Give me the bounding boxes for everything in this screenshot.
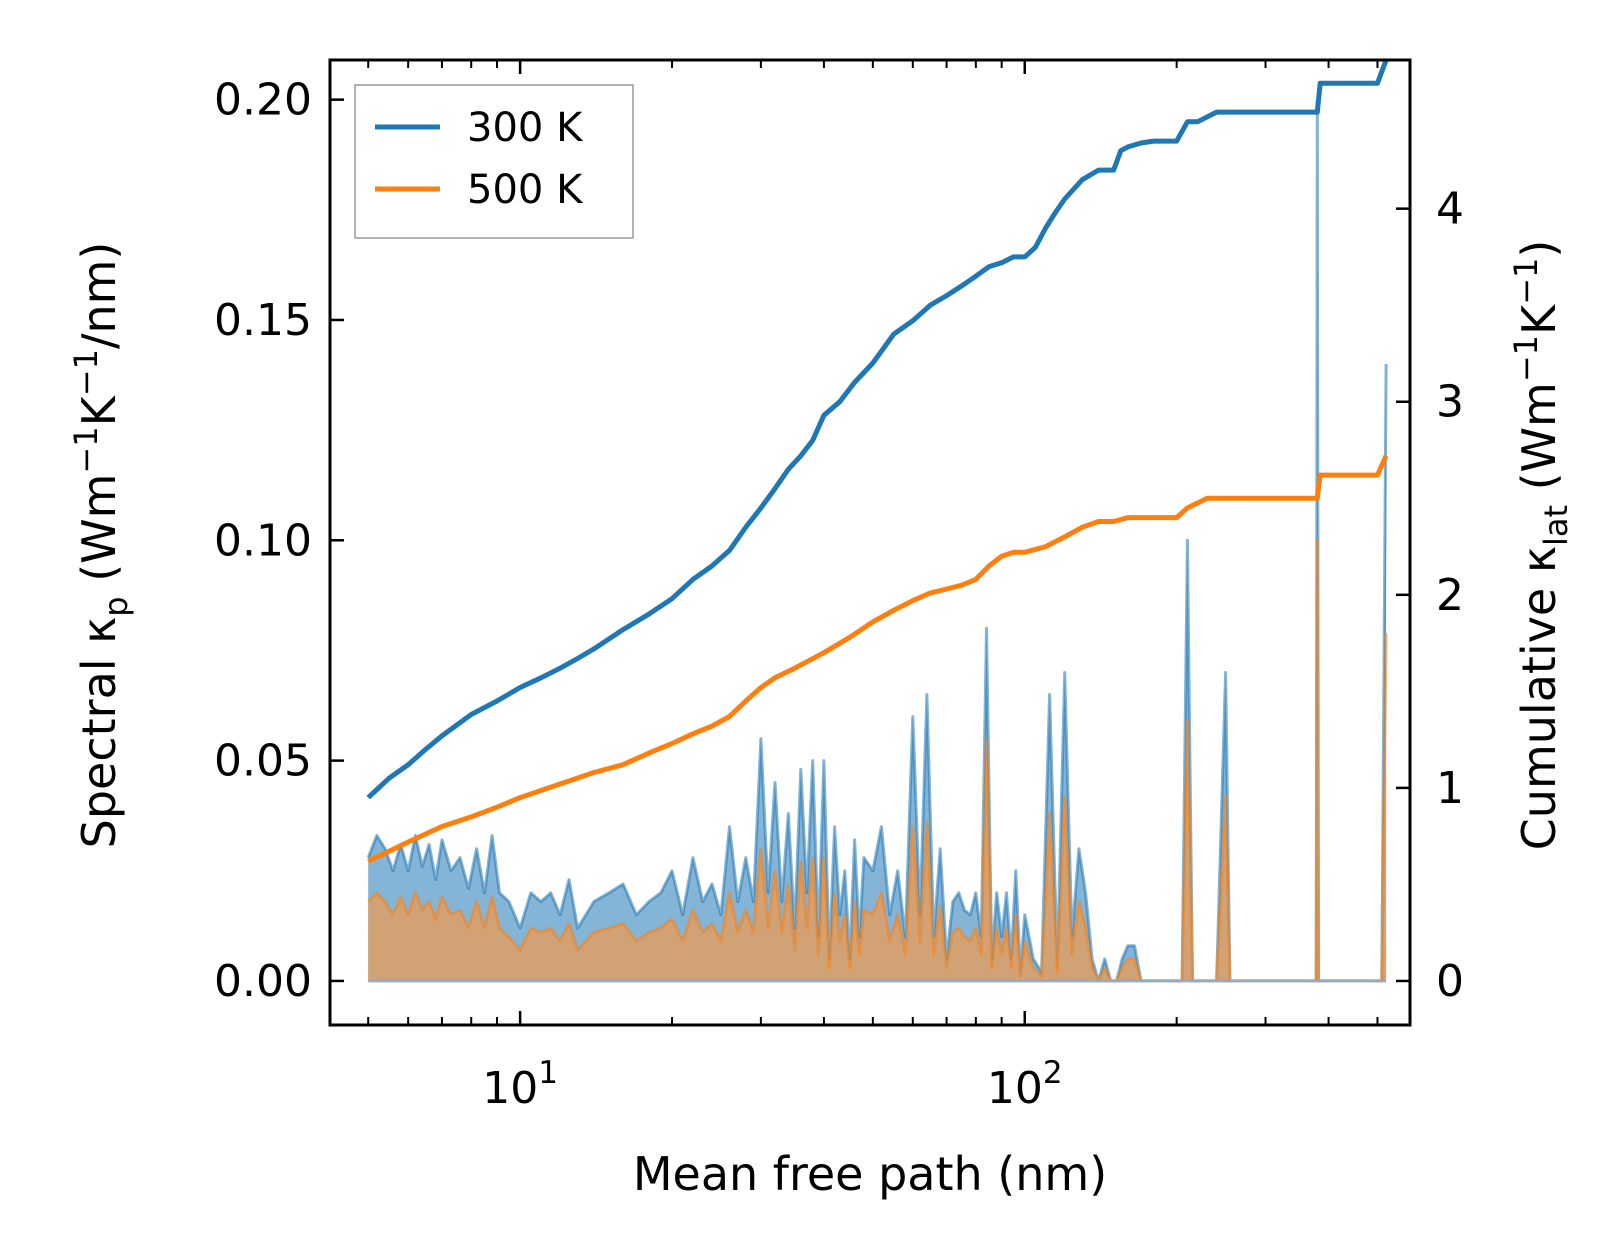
cumulative-500k-line [367,454,1389,864]
x-tick-label: 101 [482,1055,558,1114]
y-left-tick-label: 0.15 [214,295,312,346]
y-left-tick-label: 0.05 [214,736,312,787]
ticks-layer: 0.00 0.05 0.10 0.15 0.20 0 1 2 3 4 101 102 [214,60,1464,1114]
legend-label-300k: 300 K [467,105,584,151]
y-right-tick-label: 2 [1436,570,1464,621]
y-axis-right-label: Cumulative κlat (Wm−1K−1) [1507,240,1575,851]
x-axis-label: Mean free path (nm) [633,1147,1107,1201]
plot-frame [328,58,1412,1027]
y-right-tick-label: 0 [1436,956,1464,1007]
spectral-300k-area [368,99,1387,981]
x-tick-label: 102 [987,1055,1063,1114]
y-left-tick-label: 0.10 [214,515,312,566]
cumulative-300k-line [366,59,1389,800]
y-left-tick-label: 0.20 [214,75,312,126]
legend-box [354,84,634,239]
y-right-tick-label: 1 [1436,763,1464,814]
y-left-tick-label: 0.00 [214,956,312,1007]
y-right-tick-label: 4 [1436,184,1464,235]
y-axis-left-label: Spectral κp (Wm−1K−1/nm) [67,242,135,849]
cumulative-layer [366,59,1389,864]
spectral-layer [366,98,1388,983]
legend: 300 K 500 K [354,84,634,239]
legend-label-500k: 500 K [467,167,584,213]
y-right-tick-label: 3 [1436,377,1464,428]
spectral-500k-area [368,540,1387,981]
